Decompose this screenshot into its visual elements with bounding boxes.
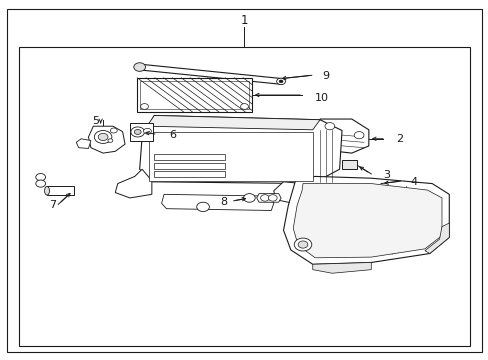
Polygon shape [293,184,441,258]
Bar [19,46,469,346]
Polygon shape [283,176,448,264]
Text: 8: 8 [220,197,227,207]
Circle shape [143,129,151,134]
Polygon shape [161,194,273,211]
Text: 7: 7 [49,200,57,210]
Polygon shape [320,119,368,153]
Text: 9: 9 [322,71,329,81]
Circle shape [134,130,141,134]
Circle shape [94,131,112,143]
Ellipse shape [44,186,49,195]
Circle shape [260,195,269,201]
Circle shape [196,202,209,212]
Circle shape [294,238,311,251]
Circle shape [298,241,307,248]
Bar [137,78,251,112]
Bar [154,154,224,160]
Circle shape [279,80,283,83]
Circle shape [36,174,45,181]
Polygon shape [147,116,320,130]
Circle shape [131,127,144,137]
Text: 1: 1 [240,14,248,27]
Circle shape [243,194,255,202]
Text: 5: 5 [92,116,99,126]
Polygon shape [312,262,370,273]
Polygon shape [273,182,312,203]
Circle shape [325,123,334,130]
Polygon shape [76,139,91,148]
Circle shape [134,63,145,71]
Bar [130,123,153,140]
Polygon shape [341,160,356,169]
Bar [149,132,312,181]
Bar [154,163,224,169]
Text: 10: 10 [315,93,328,103]
Text: 6: 6 [168,130,176,140]
Polygon shape [115,169,152,198]
Circle shape [98,134,108,140]
Circle shape [353,132,363,139]
Circle shape [110,128,117,133]
Polygon shape [88,126,125,153]
Text: 2: 2 [395,134,402,144]
Bar [47,186,74,195]
Polygon shape [256,194,281,202]
Polygon shape [140,116,341,184]
Bar [154,171,224,177]
Circle shape [276,78,285,85]
Circle shape [268,195,277,201]
Circle shape [36,180,45,187]
Text: 3: 3 [383,170,390,180]
Polygon shape [424,223,448,253]
Circle shape [240,104,248,109]
Text: 4: 4 [409,177,417,187]
Circle shape [108,139,113,142]
Circle shape [141,104,148,109]
Bar [140,81,249,109]
